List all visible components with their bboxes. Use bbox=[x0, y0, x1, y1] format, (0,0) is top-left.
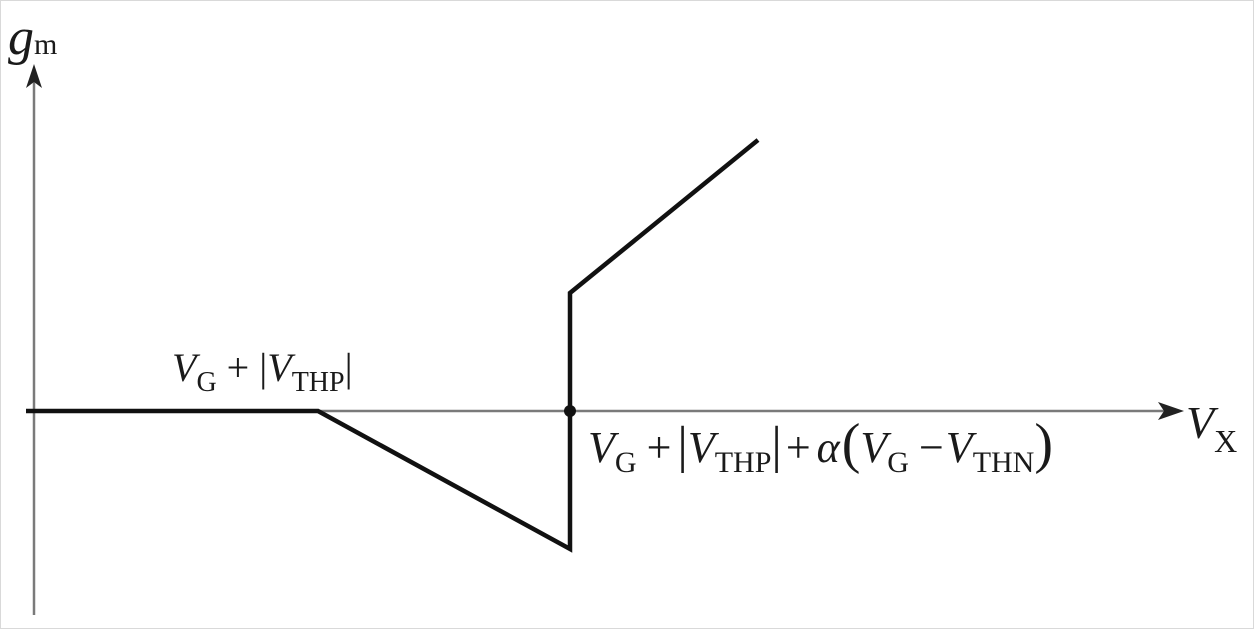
y-axis-label: gm bbox=[8, 9, 57, 66]
bp1-plus: + bbox=[227, 345, 250, 390]
bp2-v: V bbox=[588, 423, 620, 472]
bp2-v3: V bbox=[860, 423, 892, 472]
breakpoint-1-label: VG + |VTHP| bbox=[172, 345, 353, 398]
bp1-v2: V bbox=[267, 345, 296, 390]
x-axis-label: VX bbox=[1186, 397, 1237, 459]
bp2-bar-close: | bbox=[771, 417, 781, 474]
y-axis-symbol: g bbox=[8, 9, 34, 66]
bp1-bar-close: | bbox=[345, 345, 353, 390]
bp2-g-subscript-2: G bbox=[887, 446, 909, 479]
bp2-minus: − bbox=[919, 423, 944, 472]
bp2-g-subscript: G bbox=[615, 446, 637, 479]
bp2-thp-subscript: THP bbox=[715, 446, 772, 479]
bp1-thp-subscript: THP bbox=[292, 367, 345, 398]
bp2-plus-2: + bbox=[786, 423, 811, 472]
breakpoint-dot bbox=[564, 405, 576, 417]
bp1-g-subscript: G bbox=[196, 367, 216, 398]
bp2-thn-subscript: THN bbox=[973, 446, 1035, 479]
bp2-v4: V bbox=[946, 423, 978, 472]
bp2-plus-1: + bbox=[647, 423, 672, 472]
y-axis-arrowhead bbox=[26, 64, 42, 88]
bp2-paren-close: ) bbox=[1034, 413, 1053, 475]
breakpoint-2-label: VG + |VTHP|+ α(VG −VTHN) bbox=[588, 413, 1053, 479]
bp2-paren-open: ( bbox=[842, 413, 861, 475]
x-axis-arrowhead bbox=[1158, 402, 1184, 420]
bp2-alpha: α bbox=[817, 423, 841, 472]
x-axis-symbol: V bbox=[1186, 397, 1219, 448]
bp2-v2: V bbox=[688, 423, 720, 472]
x-axis-subscript: X bbox=[1214, 423, 1237, 459]
gm-curve bbox=[26, 138, 760, 553]
y-axis-subscript: m bbox=[34, 28, 57, 61]
bp1-v: V bbox=[172, 345, 201, 390]
bp1-bar-open: | bbox=[259, 345, 267, 390]
bp2-bar-open: | bbox=[677, 417, 687, 474]
